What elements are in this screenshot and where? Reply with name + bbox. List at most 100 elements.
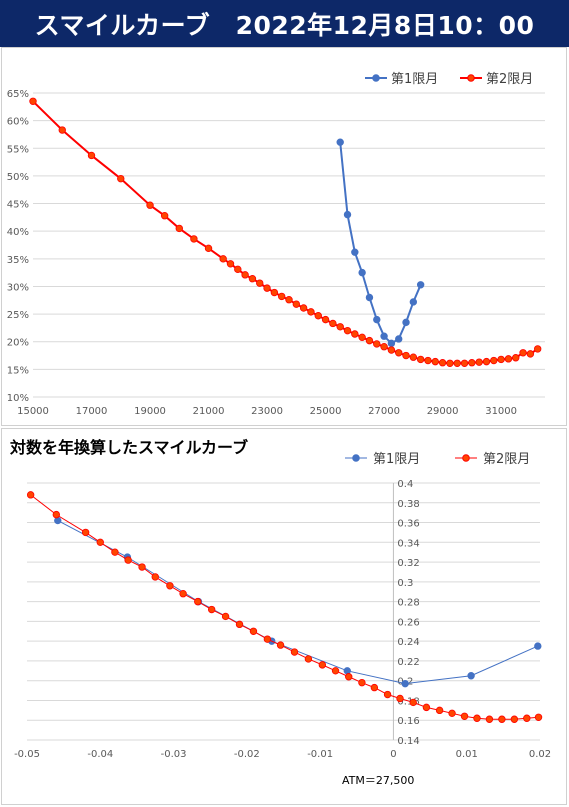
data-point (277, 292, 286, 301)
data-point (336, 323, 344, 331)
x-tick-label: -0.05 (14, 749, 40, 760)
data-point (460, 712, 469, 720)
data-point (343, 667, 351, 675)
data-point (365, 293, 374, 302)
data-point (299, 304, 308, 312)
data-point (96, 538, 104, 547)
y-tick-label: 0.14 (397, 736, 419, 747)
data-point (387, 346, 396, 354)
data-point (438, 359, 447, 367)
y-tick-label: 0.18 (397, 696, 419, 707)
data-point (318, 661, 327, 669)
data-point (194, 597, 202, 606)
data-point (380, 343, 388, 351)
x-tick-label: -0.02 (234, 749, 260, 760)
y-tick-label: 15% (7, 365, 29, 376)
data-point (416, 281, 425, 289)
data-point (160, 212, 169, 220)
data-point (490, 356, 498, 365)
data-point (534, 642, 542, 650)
x-tick-label: 21000 (193, 406, 225, 417)
data-point (482, 357, 491, 366)
x-tick-label: 15000 (17, 406, 49, 417)
data-point (304, 655, 313, 663)
legend-marker (467, 74, 475, 82)
data-point (329, 319, 337, 328)
data-point (336, 138, 344, 146)
y-tick-label: 0.24 (397, 637, 419, 648)
data-point (248, 275, 257, 283)
data-point (468, 359, 476, 367)
y-tick-label: 0.38 (397, 499, 419, 510)
data-point (512, 354, 520, 362)
data-point (409, 298, 418, 306)
y-tick-label: 0.26 (397, 617, 419, 628)
legend-label: 第2限月 (483, 452, 530, 467)
data-point (292, 300, 301, 308)
data-point (460, 359, 469, 367)
data-point (467, 672, 475, 680)
data-point (351, 330, 359, 338)
data-point (424, 356, 432, 365)
chart2-panel (1, 428, 567, 805)
series-line-2 (30, 494, 539, 720)
data-point (343, 210, 352, 219)
data-point (314, 312, 322, 320)
data-point (331, 667, 340, 675)
data-point (453, 359, 461, 367)
data-point (111, 548, 119, 556)
data-point (179, 590, 187, 598)
data-point (422, 703, 431, 712)
data-point (409, 353, 418, 361)
x-tick-label: 17000 (76, 406, 108, 417)
y-tick-label: 40% (7, 227, 29, 238)
data-point (166, 582, 174, 590)
data-point (519, 349, 527, 357)
data-point (29, 97, 37, 105)
y-tick-label: 55% (7, 144, 29, 155)
legend-label: 第1限月 (391, 72, 438, 87)
y-tick-label: 35% (7, 255, 29, 266)
data-point (87, 151, 96, 160)
x-tick-label: 23000 (251, 406, 283, 417)
x-tick-label: 0 (390, 749, 396, 760)
page-title: スマイルカーブ 2022年12月8日10：00 (0, 0, 569, 47)
data-point (504, 355, 513, 363)
data-point (307, 308, 315, 316)
data-point (409, 698, 417, 707)
y-tick-label: 0.4 (397, 479, 413, 490)
legend-label: 第2限月 (486, 72, 533, 87)
x-tick-label: 19000 (134, 406, 166, 417)
atm-note: ATM＝27,500 (342, 774, 415, 787)
data-point (431, 357, 439, 366)
legend-marker (462, 454, 470, 462)
data-point (175, 224, 183, 233)
data-point (241, 271, 249, 279)
data-point (138, 563, 146, 571)
log-smile-curve-chart: 0.140.160.180.20.220.240.260.280.30.320.… (14, 452, 551, 760)
data-point (290, 648, 299, 656)
y-tick-label: 20% (7, 338, 29, 349)
data-point (401, 679, 409, 688)
data-point (370, 683, 379, 692)
y-tick-label: 25% (7, 310, 29, 321)
data-point (117, 174, 125, 183)
data-point (146, 201, 154, 209)
data-point (416, 355, 425, 364)
data-point (234, 265, 242, 274)
y-tick-label: 30% (7, 282, 29, 293)
data-point (256, 279, 264, 287)
data-point (358, 678, 366, 687)
data-point (497, 355, 505, 364)
x-tick-label: -0.01 (307, 749, 333, 760)
data-point (526, 350, 535, 358)
x-tick-label: 25000 (310, 406, 342, 417)
data-point (475, 358, 483, 366)
data-point (485, 715, 494, 723)
series-line-1 (339, 142, 422, 345)
y-tick-label: 10% (7, 393, 29, 404)
data-point (276, 641, 285, 649)
data-point (263, 635, 272, 643)
chart2-title: 対数を年換算したスマイルカーブ (10, 438, 249, 457)
y-tick-label: 60% (7, 117, 29, 128)
